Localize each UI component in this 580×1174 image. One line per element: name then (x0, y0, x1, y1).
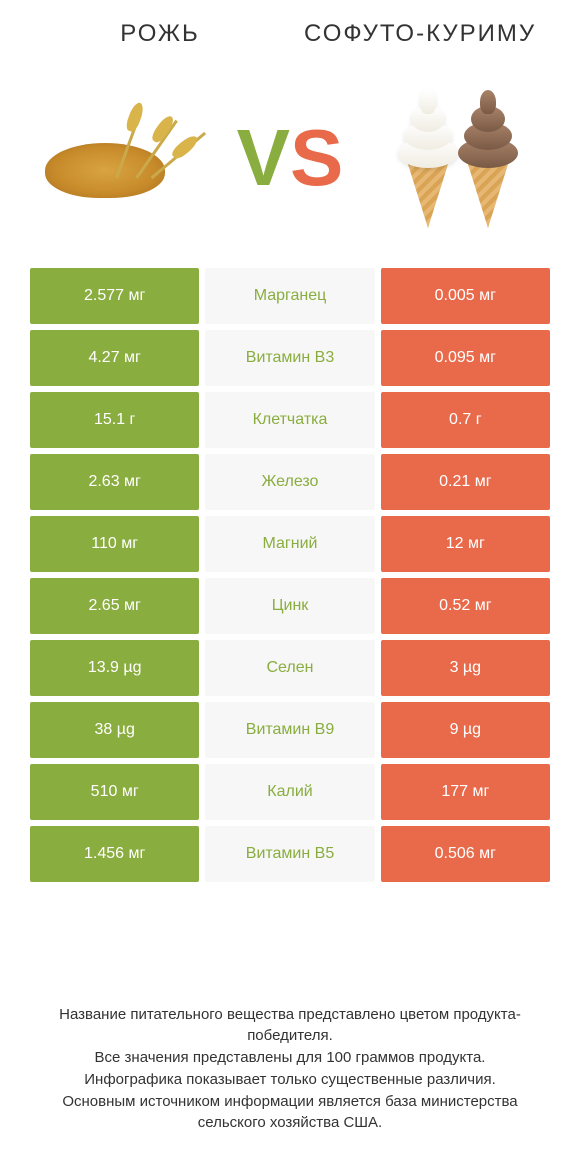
nutrient-table: 2.577 мгМарганец0.005 мг4.27 мгВитамин B… (0, 268, 580, 882)
table-row: 2.65 мгЦинк0.52 мг (30, 578, 550, 634)
left-value-cell: 15.1 г (30, 392, 199, 448)
table-row: 510 мгКалий177 мг (30, 764, 550, 820)
left-value-cell: 2.65 мг (30, 578, 199, 634)
vs-s: S (290, 118, 343, 198)
icecream-icon (380, 78, 540, 238)
table-row: 13.9 µgСелен3 µg (30, 640, 550, 696)
nutrient-label-cell: Витамин B9 (205, 702, 374, 758)
footer-line: Все значения представлены для 100 граммо… (30, 1047, 550, 1069)
left-product-title: РОЖЬ (30, 20, 290, 48)
table-row: 1.456 мгВитамин B50.506 мг (30, 826, 550, 882)
table-row: 2.63 мгЖелезо0.21 мг (30, 454, 550, 510)
nutrient-label-cell: Клетчатка (205, 392, 374, 448)
images-row: VS (0, 48, 580, 268)
left-value-cell: 1.456 мг (30, 826, 199, 882)
nutrient-label-cell: Железо (205, 454, 374, 510)
right-value-cell: 0.506 мг (381, 826, 550, 882)
nutrient-label-cell: Магний (205, 516, 374, 572)
nutrient-label-cell: Витамин B5 (205, 826, 374, 882)
right-value-cell: 177 мг (381, 764, 550, 820)
table-row: 110 мгМагний12 мг (30, 516, 550, 572)
footer-notes: Название питательного вещества представл… (0, 1004, 580, 1135)
footer-line: Инфографика показывает только существенн… (30, 1069, 550, 1091)
table-row: 4.27 мгВитамин B30.095 мг (30, 330, 550, 386)
footer-line: Название питательного вещества представл… (30, 1004, 550, 1048)
table-row: 15.1 гКлетчатка0.7 г (30, 392, 550, 448)
left-value-cell: 510 мг (30, 764, 199, 820)
right-value-cell: 0.52 мг (381, 578, 550, 634)
left-value-cell: 110 мг (30, 516, 199, 572)
nutrient-label-cell: Калий (205, 764, 374, 820)
left-value-cell: 2.63 мг (30, 454, 199, 510)
right-value-cell: 0.095 мг (381, 330, 550, 386)
table-row: 2.577 мгМарганец0.005 мг (30, 268, 550, 324)
left-value-cell: 13.9 µg (30, 640, 199, 696)
nutrient-label-cell: Селен (205, 640, 374, 696)
nutrient-label-cell: Цинк (205, 578, 374, 634)
vs-label: VS (237, 118, 344, 198)
nutrient-label-cell: Марганец (205, 268, 374, 324)
rye-grain-icon (45, 108, 195, 208)
right-product-title: СОФУТО-КУРИМУ (290, 20, 550, 48)
header: РОЖЬ СОФУТО-КУРИМУ (0, 0, 580, 48)
right-value-cell: 3 µg (381, 640, 550, 696)
footer-line: Основным источником информации является … (30, 1091, 550, 1135)
right-value-cell: 9 µg (381, 702, 550, 758)
right-value-cell: 0.005 мг (381, 268, 550, 324)
vs-v: V (237, 118, 290, 198)
right-value-cell: 12 мг (381, 516, 550, 572)
left-value-cell: 38 µg (30, 702, 199, 758)
right-value-cell: 0.7 г (381, 392, 550, 448)
left-value-cell: 2.577 мг (30, 268, 199, 324)
left-value-cell: 4.27 мг (30, 330, 199, 386)
right-value-cell: 0.21 мг (381, 454, 550, 510)
nutrient-label-cell: Витамин B3 (205, 330, 374, 386)
table-row: 38 µgВитамин B99 µg (30, 702, 550, 758)
right-product-image (380, 78, 540, 238)
left-product-image (40, 78, 200, 238)
